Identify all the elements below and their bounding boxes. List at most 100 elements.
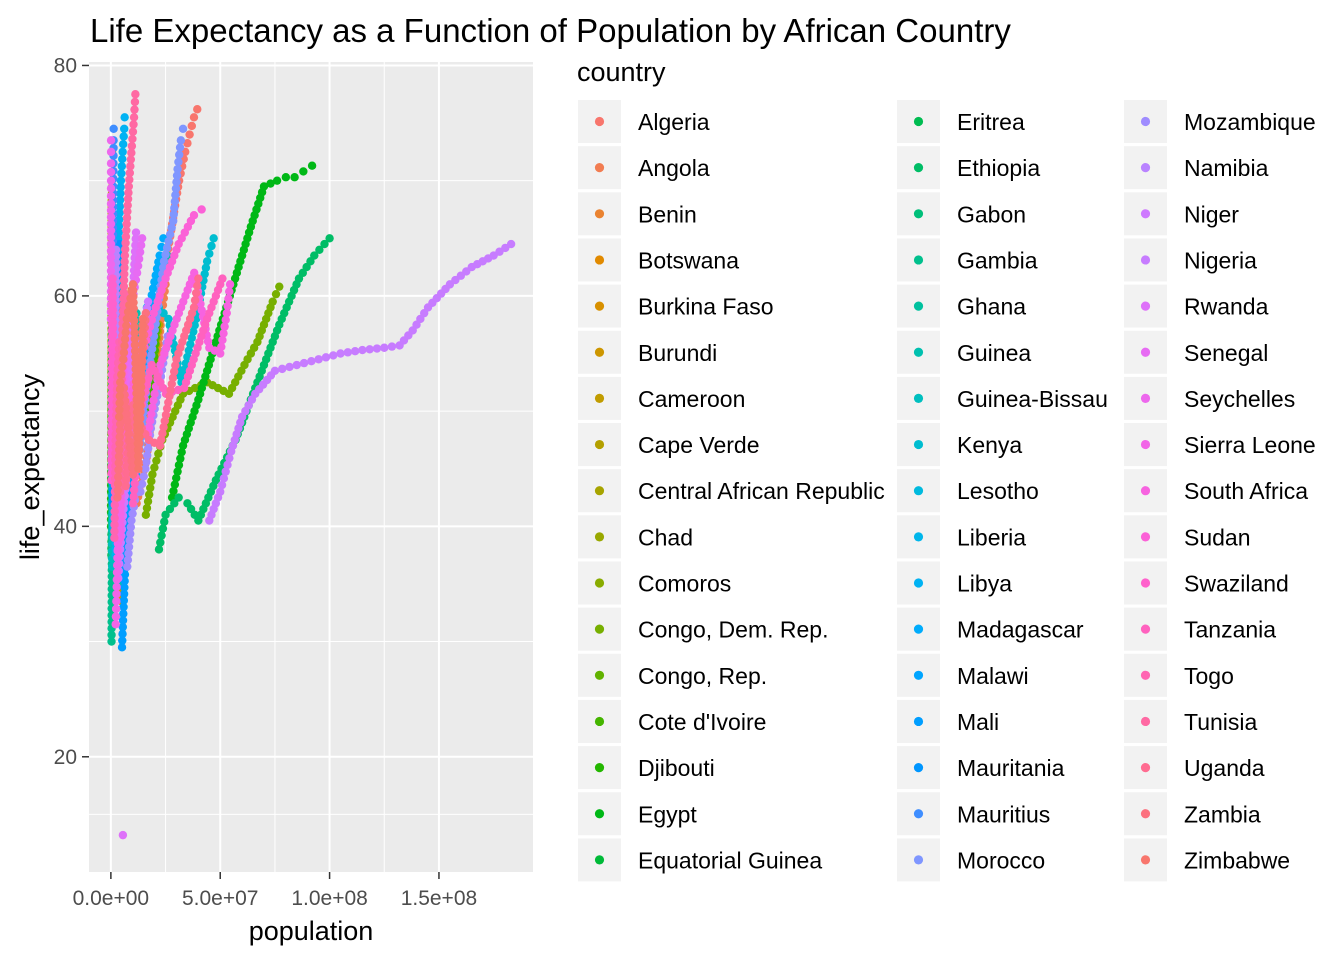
legend-swatch xyxy=(594,809,605,819)
legend-label: Sudan xyxy=(1184,524,1251,550)
legend-swatch xyxy=(913,578,924,588)
legend-item: Namibia xyxy=(1124,146,1269,190)
data-point xyxy=(128,134,137,144)
data-point xyxy=(157,531,166,540)
legend-swatch xyxy=(913,486,924,496)
legend-label: Djibouti xyxy=(638,755,715,781)
data-point xyxy=(315,245,324,255)
data-point xyxy=(216,349,225,358)
data-point xyxy=(122,213,132,223)
data-point xyxy=(112,597,121,606)
data-point xyxy=(343,348,353,357)
data-point xyxy=(137,345,147,355)
data-point xyxy=(159,257,169,266)
data-point xyxy=(143,451,152,460)
data-point xyxy=(115,432,124,442)
legend-swatch xyxy=(913,855,924,865)
data-point xyxy=(109,124,118,134)
data-point xyxy=(148,470,157,479)
data-point xyxy=(137,479,147,489)
legend-item: Chad xyxy=(578,515,693,559)
data-point xyxy=(142,503,152,513)
data-point xyxy=(122,314,132,324)
data-point xyxy=(271,289,281,299)
data-point xyxy=(130,322,139,332)
data-point xyxy=(117,370,126,379)
data-point xyxy=(146,416,155,425)
data-point xyxy=(108,280,117,290)
data-point xyxy=(118,362,127,372)
legend-item: Comoros xyxy=(578,561,731,605)
legend-item: Zambia xyxy=(1124,792,1261,836)
legend-label: Senegal xyxy=(1184,340,1268,366)
data-point xyxy=(131,359,140,368)
data-point xyxy=(146,483,155,493)
data-point xyxy=(207,241,216,251)
data-point xyxy=(119,132,128,141)
legend-item: Togo xyxy=(1124,653,1234,697)
data-point xyxy=(172,473,181,483)
data-point xyxy=(164,314,173,324)
data-point xyxy=(121,481,130,491)
data-point xyxy=(121,475,131,484)
data-point xyxy=(150,277,159,287)
legend-label: Comoros xyxy=(638,571,731,597)
data-point xyxy=(135,414,145,423)
data-point xyxy=(336,349,345,358)
data-point xyxy=(114,465,123,475)
data-point xyxy=(106,260,116,269)
data-point xyxy=(144,423,154,432)
data-point xyxy=(127,148,136,158)
data-point xyxy=(106,246,116,255)
legend-item: Madagascar xyxy=(897,607,1084,651)
legend-label: Lesotho xyxy=(957,478,1039,504)
data-point xyxy=(194,274,203,283)
data-point xyxy=(221,467,230,476)
data-point xyxy=(223,301,232,311)
data-point xyxy=(225,280,235,289)
data-point xyxy=(165,504,175,514)
data-point xyxy=(169,216,178,226)
data-point xyxy=(320,239,329,249)
legend-label: Mauritius xyxy=(957,801,1050,827)
data-point xyxy=(122,219,131,229)
legend-label: Ghana xyxy=(957,294,1026,320)
data-point xyxy=(176,136,186,145)
data-point xyxy=(118,636,127,645)
data-point xyxy=(189,327,198,336)
y-axis: 20 40 60 80 xyxy=(54,54,89,769)
data-point xyxy=(186,340,195,349)
data-point xyxy=(218,274,227,283)
data-point xyxy=(111,620,120,629)
legend-item: Algeria xyxy=(578,100,710,143)
data-point xyxy=(128,470,138,479)
legend-item: Ghana xyxy=(897,284,1026,328)
data-point xyxy=(126,155,136,164)
legend-title: country xyxy=(577,57,666,87)
legend-label: Cape Verde xyxy=(638,432,759,458)
legend-label: Burundi xyxy=(638,340,717,366)
data-point xyxy=(106,226,116,235)
data-point xyxy=(117,169,126,178)
data-point xyxy=(173,467,182,476)
legend-swatch xyxy=(1140,578,1151,588)
data-point xyxy=(132,268,142,278)
data-point xyxy=(106,253,116,262)
data-point xyxy=(137,339,147,348)
legend-swatch xyxy=(1140,855,1151,865)
legend-swatch xyxy=(913,670,924,680)
data-point xyxy=(138,333,147,342)
data-point xyxy=(281,173,291,182)
data-point xyxy=(137,358,146,367)
legend-item: Sudan xyxy=(1124,515,1251,559)
legend-item: Guinea-Bissau xyxy=(897,376,1108,420)
data-point xyxy=(115,208,124,218)
data-point xyxy=(193,281,202,291)
legend-label: Congo, Dem. Rep. xyxy=(638,617,828,643)
data-point xyxy=(147,315,157,325)
data-point xyxy=(118,154,127,164)
data-point xyxy=(118,147,127,157)
data-point xyxy=(111,612,121,621)
data-point xyxy=(128,509,137,518)
data-point xyxy=(187,333,196,343)
